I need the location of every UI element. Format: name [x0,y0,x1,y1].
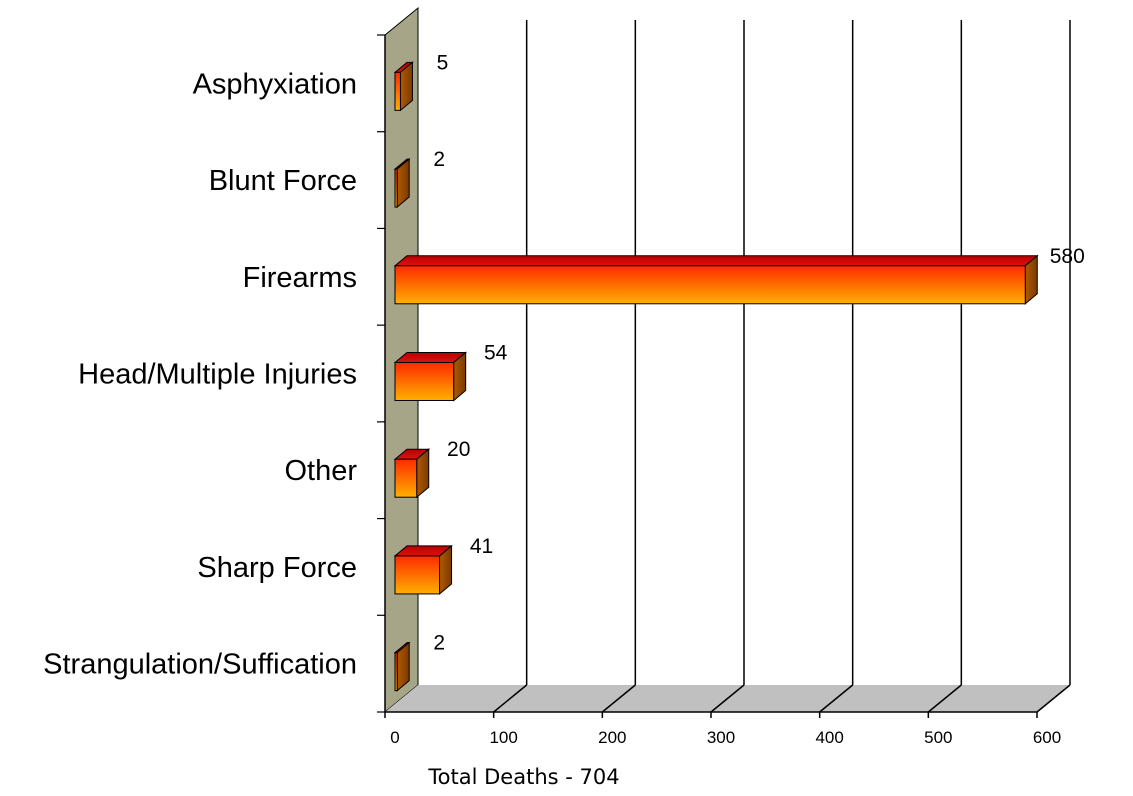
bar [393,254,1039,305]
category-label: Other [284,455,357,487]
data-label: 2 [433,632,445,655]
category-label: Firearms [243,262,357,294]
x-axis-title: Total Deaths - 704 [427,765,619,789]
grid-lines [377,20,1071,718]
category-labels: Asphyxiation Blunt Force Firearms Head/Mult… [43,68,357,680]
bar-top [393,255,1039,267]
data-label: 5 [437,51,449,74]
x-tick-label: 600 [1033,728,1061,747]
bar [393,448,431,499]
floor-grid-line [927,684,962,713]
bar-front [394,71,401,111]
x-tick-label: 400 [815,728,843,747]
data-labels: 5 2 580 54 20 41 2 [433,51,1084,654]
category-label: Asphyxiation [193,68,357,100]
bar [393,351,468,402]
data-label: 41 [470,535,493,558]
category-label: Sharp Force [197,552,357,584]
x-tick-label: 300 [707,728,735,747]
bar [393,544,453,595]
bar-front [394,555,441,595]
bars [393,61,1039,692]
category-label: Head/Multiple Injuries [78,359,357,391]
category-label: Strangulation/Suffication [43,649,357,681]
floor-grid-line [1036,684,1071,713]
x-tick-label: 200 [598,728,626,747]
bar [393,158,411,209]
data-label: 580 [1050,245,1085,268]
floor-grid-line [710,684,745,713]
data-label: 20 [447,438,470,461]
bar [393,61,414,112]
category-label: Blunt Force [209,165,357,197]
x-tick-label: 500 [924,728,952,747]
bar-front [394,265,1026,305]
x-tick-label: 100 [489,728,517,747]
bar-front [394,458,418,498]
bar [393,641,411,692]
floor-grid-line [819,684,854,713]
x-tick-label: 0 [390,728,399,747]
floor-grid-line [601,684,636,713]
bar-front [394,652,398,692]
data-label: 2 [433,148,445,171]
data-label: 54 [484,342,508,365]
bar-front [394,362,455,401]
x-tick-labels: 0 100 200 300 400 500 600 [390,728,1061,747]
bar-front [394,168,398,208]
floor-grid-line [493,684,528,713]
